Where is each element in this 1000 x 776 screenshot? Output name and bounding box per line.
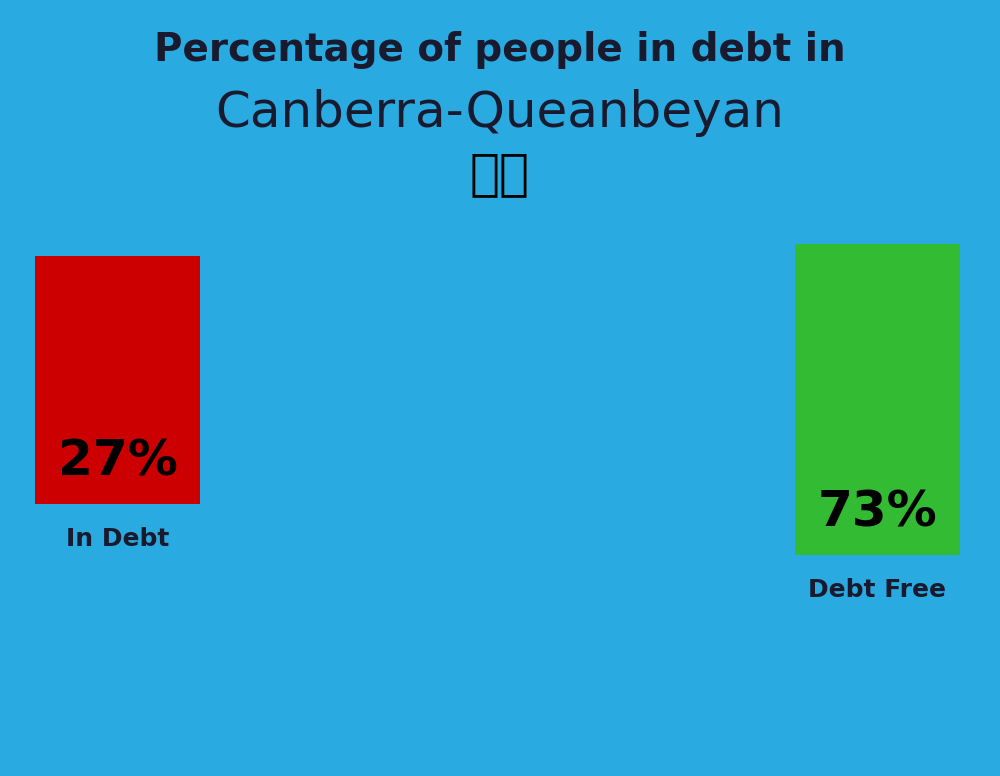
FancyBboxPatch shape xyxy=(795,244,960,555)
Text: 🇦🇺: 🇦🇺 xyxy=(470,151,530,199)
Text: Percentage of people in debt in: Percentage of people in debt in xyxy=(154,32,846,69)
Text: 27%: 27% xyxy=(58,438,177,486)
FancyBboxPatch shape xyxy=(35,256,200,504)
Text: Debt Free: Debt Free xyxy=(808,578,946,601)
Text: 73%: 73% xyxy=(818,488,937,536)
Text: Canberra-Queanbeyan: Canberra-Queanbeyan xyxy=(216,88,784,137)
Text: In Debt: In Debt xyxy=(66,528,169,551)
